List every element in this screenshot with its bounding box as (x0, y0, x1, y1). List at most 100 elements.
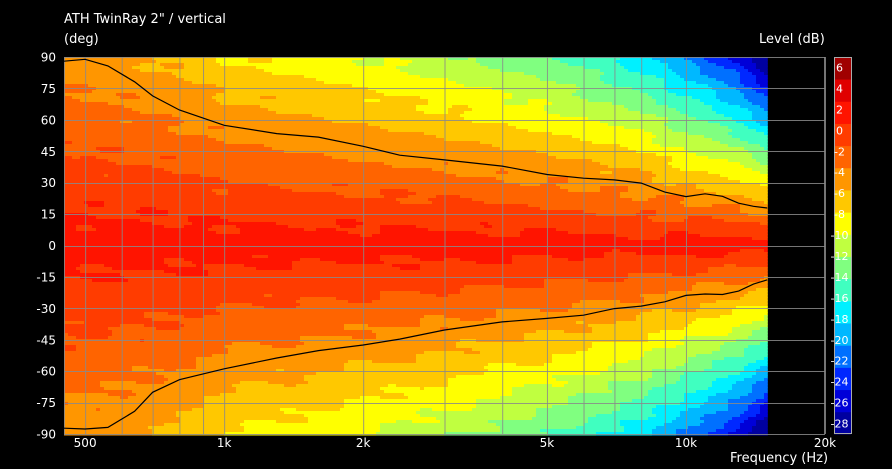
heat-cell (72, 198, 77, 202)
heat-cell (140, 186, 145, 190)
heat-cell (144, 297, 149, 301)
heat-cell (192, 327, 197, 331)
heat-cell (148, 420, 153, 424)
heat-cell (156, 168, 161, 172)
heat-cell (128, 90, 133, 94)
heat-cell (180, 60, 185, 64)
heat-cell (72, 414, 77, 418)
heat-cell (84, 201, 89, 205)
heat-cell (196, 198, 201, 202)
heat-cell (172, 180, 177, 184)
heat-cell (84, 417, 89, 421)
heat-cell (136, 375, 141, 379)
heat-cell (204, 141, 209, 145)
heat-cell (192, 270, 197, 274)
heat-cell (156, 399, 161, 403)
heat-cell (116, 135, 121, 139)
heat-cell (172, 279, 177, 283)
heat-cell (172, 231, 177, 235)
heat-cell (88, 210, 93, 214)
heat-cell (196, 90, 201, 94)
heat-cell (92, 390, 97, 394)
heat-cell (100, 96, 105, 100)
heat-cell (92, 96, 97, 100)
heat-cell (204, 396, 209, 400)
heat-cell (84, 159, 89, 163)
heat-cell (80, 408, 85, 412)
heat-cell (168, 192, 173, 196)
heat-cell (160, 336, 165, 340)
heat-cell (192, 81, 197, 85)
heat-cell (104, 201, 109, 205)
heat-cell (116, 240, 121, 244)
heat-cell (180, 216, 185, 220)
heat-cell (124, 330, 129, 334)
heat-cell (76, 300, 81, 304)
heat-cell (144, 237, 149, 241)
heat-cell (172, 168, 177, 172)
heat-cell (164, 315, 169, 319)
heat-cell (144, 429, 149, 433)
heat-cell (96, 417, 101, 421)
heat-cell (212, 240, 217, 244)
heat-cell (204, 357, 209, 361)
heat-cell (216, 348, 221, 352)
heat-cell (136, 291, 141, 295)
heat-cell (112, 168, 117, 172)
heat-cell (180, 348, 185, 352)
heat-cell (92, 141, 97, 145)
heat-cell (172, 324, 177, 328)
heat-cell (104, 153, 109, 157)
heat-cell (136, 273, 141, 277)
heat-cell (76, 225, 81, 229)
heat-cell (168, 426, 173, 430)
heat-cell (124, 216, 129, 220)
heat-cell (148, 261, 153, 265)
heat-cell (220, 129, 225, 133)
heat-cell (172, 78, 177, 82)
heat-cell (76, 378, 81, 382)
heat-cell (132, 66, 137, 70)
heat-cell (188, 351, 193, 355)
heat-cell (156, 81, 161, 85)
heat-cell (144, 135, 149, 139)
heat-cell (104, 210, 109, 214)
heat-cell (168, 222, 173, 226)
heat-cell (108, 186, 113, 190)
heat-cell (196, 258, 201, 262)
heat-cell (156, 138, 161, 142)
heat-cell (124, 345, 129, 349)
heat-cell (140, 420, 145, 424)
heat-cell (88, 261, 93, 265)
heat-cell (108, 219, 113, 223)
heat-cell (156, 300, 161, 304)
heat-cell (184, 228, 189, 232)
heat-cell (220, 102, 225, 106)
heat-cell (188, 204, 193, 208)
heat-cell (148, 375, 153, 379)
heat-cell (132, 303, 137, 307)
heat-cell (168, 126, 173, 130)
heat-cell (168, 282, 173, 286)
heat-cell (188, 60, 193, 64)
heat-cell (196, 216, 201, 220)
heat-cell (88, 231, 93, 235)
heat-cell (84, 345, 89, 349)
heat-cell (68, 105, 73, 109)
heat-cell (116, 282, 121, 286)
heat-cell (172, 132, 177, 136)
heat-cell (128, 102, 133, 106)
heat-cell (72, 162, 77, 166)
heat-cell (168, 123, 173, 127)
heat-cell (112, 186, 117, 190)
heat-cell (88, 414, 93, 418)
heat-cell (208, 261, 213, 265)
heat-cell (72, 243, 77, 247)
heat-cell (72, 186, 77, 190)
heat-cell (196, 411, 201, 415)
heat-cell (132, 399, 137, 403)
heat-cell (68, 165, 73, 169)
heat-cell (196, 222, 201, 226)
heat-cell (96, 147, 101, 151)
heat-cell (208, 309, 213, 313)
